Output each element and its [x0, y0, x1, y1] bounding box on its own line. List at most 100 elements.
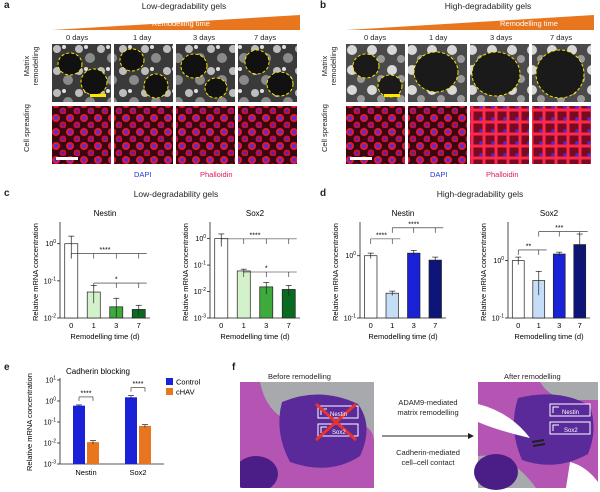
- panel-a-stain-dapi: DAPI: [134, 170, 152, 179]
- x-tick-label: 1: [242, 321, 246, 330]
- y-tick-label: 10-1: [194, 261, 206, 270]
- panel-b-day-3: 3 days: [490, 33, 513, 42]
- panel-b-stain-phalloidin: Phalloidin: [486, 170, 519, 179]
- panel-a-matrix-images: [52, 44, 297, 102]
- panel-b-banner-label: Remodelling time: [500, 19, 558, 28]
- y-axis-label: Relative mRNA concentration: [331, 223, 340, 321]
- panel-a-day-0: 0 days: [66, 33, 89, 42]
- x-tick-label: 7: [578, 321, 582, 330]
- y-tick-label: 10-2: [44, 439, 56, 448]
- x-tick-label: 7: [287, 321, 291, 330]
- bar: [552, 253, 566, 319]
- panel-a-row-label-cells: Cell spreading: [22, 104, 31, 152]
- x-tick-label: 1: [92, 321, 96, 330]
- y-tick-label: 10-3: [44, 460, 56, 469]
- significance-label: ***: [555, 225, 563, 232]
- panel-f-arrow1-line1: ADAM9-mediated: [398, 398, 458, 407]
- y-tick-label: 10-1: [344, 314, 356, 323]
- y-axis-label: Relative mRNA concentration: [25, 373, 34, 471]
- panel-b-label: b: [320, 0, 327, 11]
- panel-f-arrow2-line2: cell–cell contact: [401, 458, 455, 467]
- chart-title: Cadherin blocking: [66, 367, 130, 376]
- chart-title: Sox2: [540, 209, 559, 218]
- x-tick-label: 0: [369, 321, 373, 330]
- panel-b-cell-images: [346, 106, 591, 164]
- panel-f-before-label: Before remodelling: [268, 372, 331, 381]
- panel-d-title: High-degradability gels: [436, 189, 524, 199]
- y-tick-label: 10-2: [194, 287, 206, 296]
- y-tick-label: 10-1: [492, 314, 504, 323]
- panel-f-arrow1-line2: matrix remodelling: [397, 408, 459, 417]
- panel-a-banner-label: Remodelling time: [152, 19, 210, 28]
- chart-d-sox2: Sox2 100 10-1 Relative mRNA concentration 0 1…: [479, 209, 590, 341]
- x-tick-label: 0: [219, 321, 223, 330]
- significance-label: ****: [250, 232, 261, 239]
- panel-b-title: High-degradability gels: [444, 1, 532, 11]
- panel-a-cell-images: [52, 106, 297, 164]
- panel-a-day-7: 7 days: [254, 33, 277, 42]
- significance-label: ****: [133, 381, 144, 388]
- panel-a-time-banner: [52, 15, 300, 30]
- y-tick-label: 10-3: [194, 314, 206, 323]
- panel-b-micrographs: [346, 44, 591, 164]
- schematic-after-genes: [549, 403, 591, 435]
- chart-c-sox2: Sox2 100 10-1 10-2 10-3 Relative mRNA concent…: [181, 209, 300, 341]
- panel-f-after-label: After remodelling: [504, 372, 561, 381]
- y-tick-label: 100: [45, 397, 56, 406]
- panel-c-label: c: [4, 188, 10, 199]
- schematic-before: [240, 382, 374, 490]
- panel-b-day-0: 0 days: [364, 33, 387, 42]
- panel-f-schematic: Nestin Sox2 Nestin Sox2: [240, 382, 598, 490]
- x-tick-label: 3: [412, 321, 416, 330]
- panel-a-label: a: [4, 0, 10, 11]
- panel-f-arrow2-text: Cadherin-mediated cell–cell contact: [380, 448, 476, 468]
- panel-b-day-1: 1 day: [429, 33, 448, 42]
- panel-a-stain-phalloidin: Phalloidin: [200, 170, 233, 179]
- schematic-before-gene-sox2: Sox2: [332, 430, 346, 436]
- x-axis-label: Remodelling time (d): [368, 332, 438, 341]
- panel-c-title: Low-degradability gels: [133, 189, 219, 199]
- y-tick-label: 100: [493, 256, 504, 265]
- y-axis-label: Relative mRNA concentration: [479, 223, 488, 321]
- significance-label: *: [265, 266, 268, 273]
- panel-b-day-7: 7 days: [550, 33, 573, 42]
- panel-a-day-1: 1 day: [133, 33, 152, 42]
- bar: [214, 238, 229, 319]
- x-tick-label: 1: [537, 321, 541, 330]
- schematic-after: [474, 382, 598, 490]
- panel-b-matrix-images: [346, 44, 591, 102]
- bar: [87, 442, 99, 464]
- y-axis-label: Relative mRNA concentration: [31, 223, 40, 321]
- chart-e-cadherin: Cadherin blocking 101 100 10-1 10-2 10-3 Relat…: [25, 367, 200, 477]
- y-tick-label: 100: [345, 251, 356, 260]
- legend-label: cHAV: [176, 388, 195, 397]
- chart-title: Sox2: [246, 209, 265, 218]
- bar: [407, 252, 421, 319]
- y-tick-label: 100: [45, 239, 56, 248]
- x-tick-label: 3: [557, 321, 561, 330]
- chart-title: Nestin: [94, 209, 117, 218]
- legend-label: Control: [176, 378, 200, 387]
- bar: [385, 292, 399, 319]
- schematic-before-gene-nestin: Nestin: [330, 412, 347, 418]
- bar: [511, 260, 525, 319]
- chart-c-nestin: Nestin 100 10-1 10-2 Relative mRNA concentra…: [31, 209, 150, 341]
- x-tick-label: 0: [516, 321, 520, 330]
- significance-label: ****: [100, 247, 111, 254]
- panel-b-row-label-cells: Cell spreading: [320, 104, 329, 152]
- panel-b-row-label-matrix: Matrix remodelling: [320, 46, 338, 86]
- panel-f-label: f: [232, 362, 236, 373]
- panel-b-stain-dapi: DAPI: [430, 170, 448, 179]
- x-axis-label: Remodelling time (d): [70, 332, 140, 341]
- bar: [73, 405, 85, 464]
- y-tick-label: 10-1: [44, 418, 56, 427]
- significance-label: ****: [81, 390, 92, 397]
- panel-a-row-label-matrix: Matrix remodelling: [22, 46, 40, 86]
- bar: [364, 255, 378, 319]
- chart-d-nestin: Nestin 100 10-1 Relative mRNA concentration…: [331, 209, 446, 341]
- bar: [236, 270, 251, 319]
- panel-b-time-banner: [346, 15, 594, 30]
- significance-label: ****: [376, 232, 387, 239]
- x-tick-label: 7: [137, 321, 141, 330]
